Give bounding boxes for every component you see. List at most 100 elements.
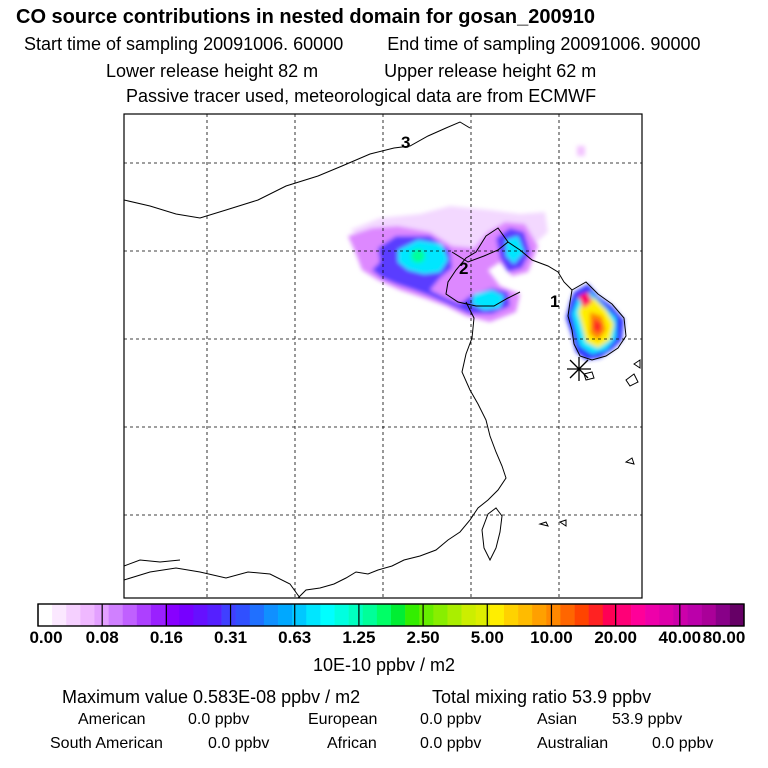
colorbar-swatch [687,604,702,626]
upper-release-label: Upper release height 62 m [384,61,597,81]
colorbar-swatch [715,604,731,626]
border-inland [123,559,181,567]
coastlines [123,121,641,599]
colorbar [37,603,745,627]
colorbar-swatch [334,604,349,626]
colorbar-swatch [249,604,265,626]
max-value-label: Maximum value 0.583E-08 ppbv / m2 [62,687,361,707]
colorbar-swatch [207,604,222,626]
colorbar-swatch [320,604,335,626]
sampling-times: Start time of sampling 20091006. 60000 E… [24,34,700,55]
colorbar-swatch [362,604,378,626]
coastline-china-east [297,301,507,599]
colorbar-swatch [221,604,236,626]
colorbar-swatch [179,604,194,626]
coastline-north [123,121,471,219]
source-name-european: European [308,711,378,728]
colorbar-units: 10E-10 ppbv / m2 [312,655,456,675]
colorbar-swatch [631,604,646,626]
colorbar-swatch [433,604,448,626]
source-name-asian: Asian [537,711,578,728]
plot-title: CO source contributions in nested domain… [16,6,596,28]
colorbar-swatch [376,604,392,626]
colorbar-swatch [108,604,124,626]
colorbar-swatch [38,604,53,626]
plume-green-spot [411,249,425,263]
colorbar-label: 0.31 [213,628,248,647]
colorbar-label: 10.00 [530,628,573,647]
small-plume-spot [577,146,585,156]
island-jeju [583,371,595,381]
island-ryukyu-3 [558,519,567,527]
colorbar-swatch [292,604,307,626]
colorbar-swatch [659,604,674,626]
island-korea-east [633,359,641,369]
colorbar-swatch [447,604,462,626]
colorbar-swatch [560,604,575,626]
colorbar-swatch [150,604,166,626]
colorbar-swatch [278,604,293,626]
colorbar-swatch [461,604,477,626]
source-name-australian: Australian [537,735,609,752]
colorbar-swatch [701,604,717,626]
colorbar-swatch [165,604,180,626]
colorbar-label: 0.08 [85,628,119,647]
colorbar-label: 0.63 [278,628,312,647]
colorbar-label: 80.00 [702,628,746,647]
source-name-american: American [78,711,146,728]
source-name-south-american: South American [50,735,163,752]
end-time-label: End time of sampling 20091006. 90000 [387,34,701,54]
colorbar-swatch [503,604,519,626]
start-time-label: Start time of sampling 20091006. 60000 [24,34,344,54]
colorbar-swatch [419,604,434,626]
colorbar-label: 20.00 [594,628,637,647]
colorbar-label: 0.00 [29,628,63,647]
colorbar-swatch [80,604,95,626]
colorbar-swatch [574,604,589,626]
island-japan-west [625,373,639,387]
coastline-bohai [445,227,521,307]
colorbar-swatch [673,604,688,626]
colorbar-label: 2.50 [406,628,440,647]
island-ryukyu-1 [624,457,635,465]
colorbar-swatch [532,604,547,626]
colorbar-swatch [729,604,745,626]
colorbar-swatch [405,604,420,626]
colorbar-label: 0.16 [149,628,183,647]
colorbar-swatch [263,604,279,626]
coastline-liaodong [507,241,573,291]
colorbar-swatch [66,604,81,626]
colorbar-swatch [391,604,406,626]
colorbar-swatch [122,604,138,626]
source-value-asian: 53.9 ppbv [612,711,683,728]
source-name-african: African [327,735,377,752]
colorbar-swatch [616,604,632,626]
colorbar-swatch [136,604,152,626]
coastline-korea [567,281,627,361]
tracer-note: Passive tracer used, meteorological data… [126,86,597,106]
concentration-field [348,146,624,360]
colorbar-swatch [489,604,505,626]
receptor-star-icon [567,357,591,381]
lat-lon-grid [124,114,642,598]
source-value-european: 0.0 ppbv [420,711,482,728]
island-taiwan [481,507,503,562]
colorbar-swatch [588,604,604,626]
lower-release-label: Lower release height 82 m [106,61,319,81]
total-mixing-ratio: Total mixing ratio 53.9 ppbv [432,687,652,707]
colorbar-swatch [193,604,208,626]
korea-hot-north [578,292,592,308]
source-value-australian: 0.0 ppbv [652,735,714,752]
region-label-2: 2 [459,259,468,278]
region-label-1: 1 [550,292,559,311]
colorbar-swatch [546,604,561,626]
colorbar-swatch [348,604,364,626]
colorbar-swatch [645,604,660,626]
colorbar-swatch [235,604,251,626]
colorbar-label: 1.25 [342,628,376,647]
colorbar-swatch [52,604,67,626]
colorbar-swatch [306,604,321,626]
colorbar-label: 40.00 [658,628,702,647]
region-label-3: 3 [401,133,410,152]
